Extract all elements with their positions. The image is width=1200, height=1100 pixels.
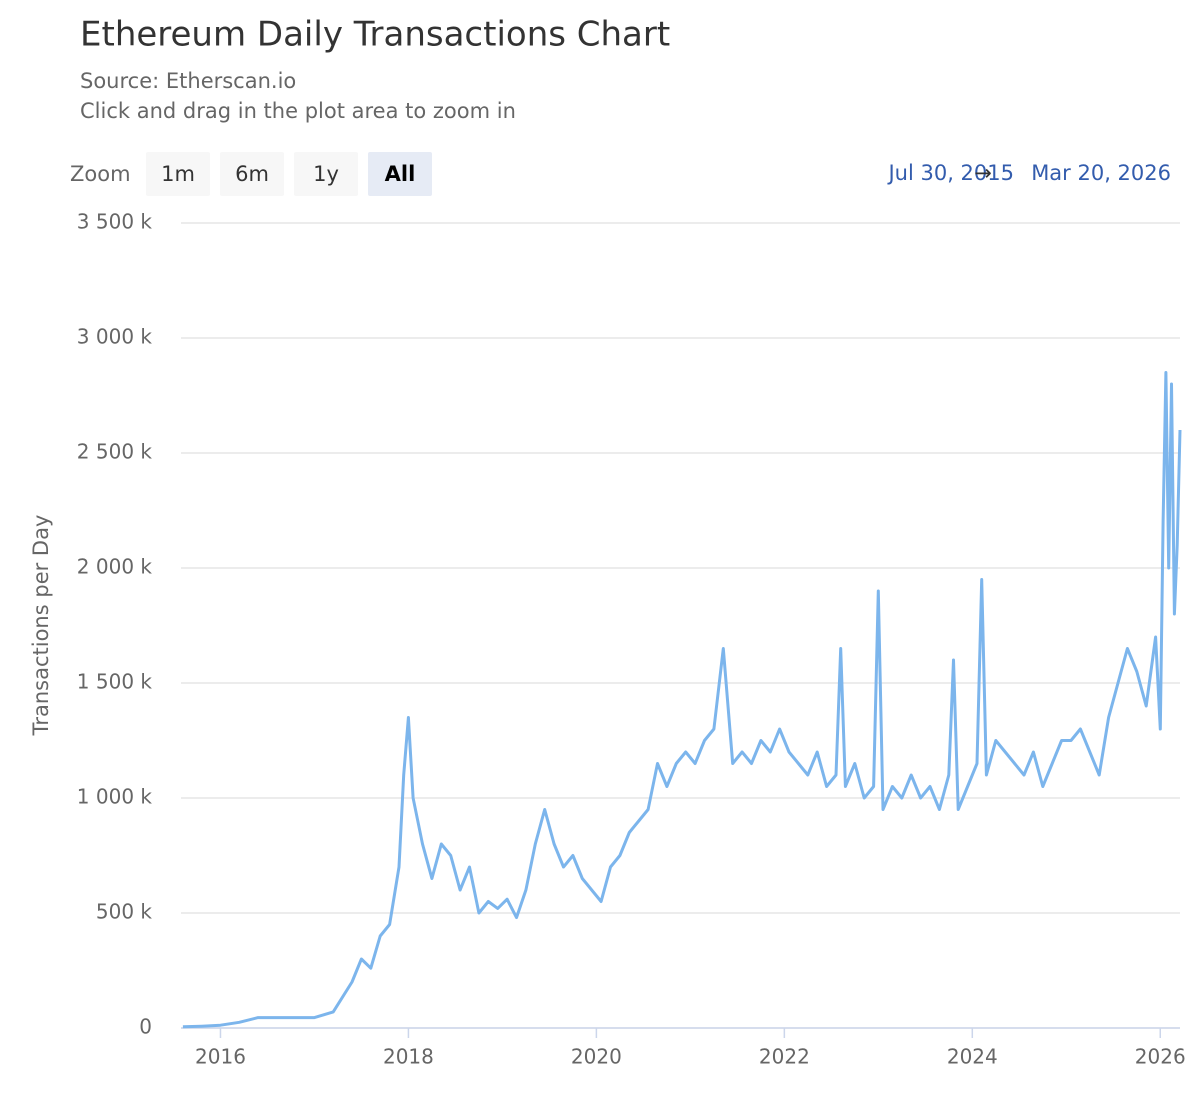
y-tick-label: 1 000 k xyxy=(77,785,153,809)
zoom-button-label[interactable]: 6m xyxy=(235,162,269,186)
y-tick-label: 3 000 k xyxy=(77,325,153,349)
zoom-label: Zoom xyxy=(70,162,131,186)
note: Click and drag in the plot area to zoom … xyxy=(80,99,516,123)
x-tick-label: 2026 xyxy=(1135,1045,1186,1069)
range-to[interactable]: Mar 20, 2026 xyxy=(1031,161,1171,185)
y-tick-label: 500 k xyxy=(96,900,153,924)
y-tick-label: 2 500 k xyxy=(77,440,153,464)
zoom-button-label[interactable]: 1m xyxy=(161,162,195,186)
x-tick-label: 2024 xyxy=(947,1045,998,1069)
y-tick-label: 0 xyxy=(139,1015,152,1039)
x-tick-label: 2022 xyxy=(759,1045,810,1069)
chart-title: Ethereum Daily Transactions Chart xyxy=(80,15,670,55)
y-axis-title: Transactions per Day xyxy=(29,515,53,737)
zoom-button[interactable] xyxy=(294,152,358,196)
zoom-button-label[interactable]: All xyxy=(385,162,416,186)
x-tick-label: 2016 xyxy=(195,1045,246,1069)
x-tick-label: 2020 xyxy=(571,1045,622,1069)
range-arrow: → xyxy=(974,161,992,185)
subtitle: Source: Etherscan.io xyxy=(80,69,296,93)
range-from[interactable]: Jul 30, 2015 xyxy=(886,161,1014,185)
data-line xyxy=(182,371,1182,1029)
y-tick-label: 1 500 k xyxy=(77,670,153,694)
y-tick-label: 2 000 k xyxy=(77,555,153,579)
y-tick-label: 3 500 k xyxy=(77,210,153,234)
x-tick-label: 2018 xyxy=(383,1045,434,1069)
zoom-button[interactable] xyxy=(146,152,210,196)
zoom-button[interactable] xyxy=(220,152,284,196)
zoom-button-label[interactable]: 1y xyxy=(313,162,339,186)
zoom-button[interactable] xyxy=(368,152,432,196)
